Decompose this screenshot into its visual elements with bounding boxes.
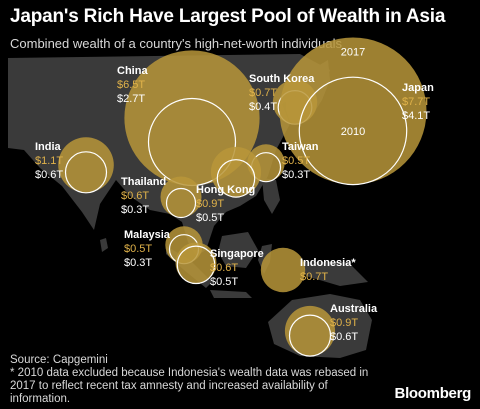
value-2010-china: $2.7T (117, 93, 145, 105)
bubble-2017-australia (284, 305, 336, 357)
bubble-2010-thailand (165, 187, 197, 219)
value-2017-china: $6.5T (117, 79, 145, 91)
source-note: Source: Capgemini (10, 354, 108, 366)
value-2010-singapore: $0.5T (210, 276, 238, 288)
country-label-taiwan: Taiwan (282, 141, 319, 153)
value-2010-thailand: $0.3T (121, 204, 149, 216)
value-2017-australia: $0.9T (330, 317, 358, 329)
bloomberg-logo: Bloomberg (394, 385, 472, 402)
bubble-2017-thailand (160, 176, 202, 218)
bubble-2010-australia (288, 314, 332, 357)
bubble-2010-hong-kong (216, 159, 256, 198)
bubble-2010-singapore (176, 245, 216, 285)
country-label-australia: Australia (330, 303, 378, 315)
bubbles-layer (58, 37, 427, 357)
value-2010-japan: $4.1T (402, 110, 430, 122)
legend-2010-label: 2010 (341, 126, 365, 138)
value-2010-india: $0.6T (35, 169, 63, 181)
country-label-south-korea: South Korea (249, 73, 315, 85)
bubble-2010-india (64, 151, 108, 194)
value-2017-taiwan: $0.5T (282, 155, 310, 167)
value-2017-thailand: $0.6T (121, 190, 149, 202)
value-2017-south-korea: $0.7T (249, 87, 277, 99)
country-label-singapore: Singapore (210, 248, 264, 260)
value-2010-taiwan: $0.3T (282, 169, 310, 181)
labels-layer: China $6.5T $2.7T South Korea $0.7T $0.4T Japa… (35, 46, 434, 343)
value-2017-malaysia: $0.5T (124, 243, 152, 255)
value-2017-india: $1.1T (35, 155, 63, 167)
value-2017-japan: $7.7T (402, 96, 430, 108)
bubble-2010-japan (298, 76, 408, 186)
bubble-2017-india (58, 137, 114, 193)
country-label-hong-kong: Hong Kong (196, 184, 255, 196)
value-2010-south-korea: $0.4T (249, 101, 277, 113)
value-2017-indonesia: $0.7T (300, 271, 328, 283)
value-2017-hong-kong: $0.9T (196, 198, 224, 210)
legend-2017-label: 2017 (341, 46, 365, 58)
bubble-2017-indonesia (260, 247, 306, 293)
country-label-indonesia: Indonesia* (300, 257, 356, 269)
chart-subtitle: Combined wealth of a country's high-net-… (10, 36, 342, 51)
footnote-line-1: * 2010 data excluded because Indonesia's… (10, 367, 369, 379)
bubble-2017-singapore (175, 242, 217, 284)
value-2017-singapore: $0.6T (210, 262, 238, 274)
country-label-china: China (117, 65, 148, 77)
footnote-line-3: information. (10, 393, 71, 405)
footer-notes: Source: Capgemini * 2010 data excluded b… (10, 354, 400, 406)
bubble-2017-hong-kong (210, 146, 262, 198)
value-2010-malaysia: $0.3T (124, 257, 152, 269)
value-2010-australia: $0.6T (330, 331, 358, 343)
chart-title: Japan's Rich Have Largest Pool of Wealth… (10, 6, 446, 27)
country-label-thailand: Thailand (121, 176, 166, 188)
country-label-india: India (35, 141, 62, 153)
value-2010-hong-kong: $0.5T (196, 212, 224, 224)
country-label-japan: Japan (402, 82, 434, 94)
country-label-malaysia: Malaysia (124, 229, 171, 241)
footnote-line-2: 2017 to reflect recent tax amnesty and i… (10, 380, 328, 392)
bubble-2017-japan (279, 37, 427, 185)
